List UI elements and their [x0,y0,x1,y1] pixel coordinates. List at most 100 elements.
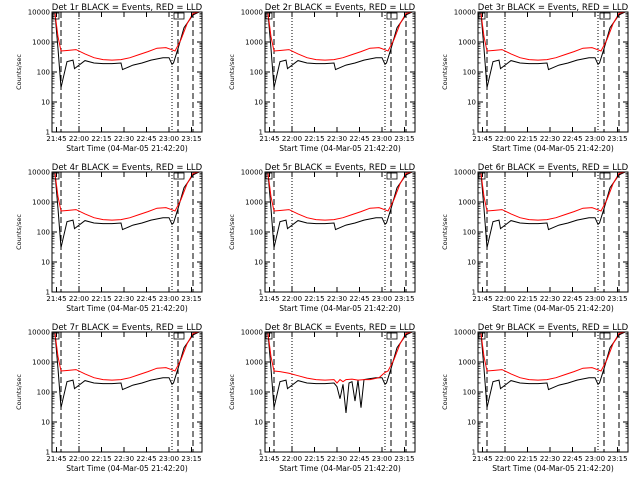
y-tick-label: 10000 [454,169,476,177]
x-tick-label: 21:45 [259,455,279,463]
y-tick-label: 1000 [458,39,476,47]
y-tick-label: 10000 [454,329,476,337]
x-tick-label: 23:00 [585,295,605,303]
series-events [480,172,626,248]
panel-title: Det 6r BLACK = Events, RED = LLD [478,163,629,173]
y-axis-label: Counts/sec [441,54,449,90]
panel-title: Det 4r BLACK = Events, RED = LLD [52,163,203,173]
y-tick-label: 10000 [28,329,50,337]
x-tick-label: 23:15 [394,135,414,143]
x-tick-label: 22:00 [282,455,302,463]
x-tick-label: 23:15 [181,295,201,303]
series-events [267,12,413,88]
y-tick-label: 100 [250,69,263,77]
x-tick-label: 22:00 [495,135,515,143]
y-tick-label: 1 [46,289,50,297]
y-tick-label: 10 [41,259,50,267]
y-tick-label: 10000 [454,9,476,17]
panel-8: Det 8r BLACK = Events, RED = LLD Counts/s… [228,323,416,473]
state-marker-box [386,332,398,340]
series-lld [480,12,626,61]
x-axis-label: Start Time (04-Mar-05 21:42:20) [279,144,401,153]
x-tick-label: 23:15 [181,455,201,463]
y-tick-label: 1000 [32,359,50,367]
series-lld [54,12,200,61]
state-marker-box [173,332,185,340]
x-tick-label: 22:15 [304,455,324,463]
state-marker-box [599,332,611,340]
x-axis-label: Start Time (04-Mar-05 21:42:20) [66,144,188,153]
series-events [267,172,413,248]
x-tick-label: 21:45 [472,455,492,463]
x-tick-label: 23:00 [159,295,179,303]
x-axis-label: Start Time (04-Mar-05 21:42:20) [66,304,188,313]
x-tick-label: 22:45 [562,135,582,143]
panel-title: Det 3r BLACK = Events, RED = LLD [478,3,629,13]
x-tick-label: 22:00 [69,135,89,143]
series-lld [480,172,626,221]
series-events [54,172,200,248]
state-marker-box [173,172,185,180]
panel-title: Det 2r BLACK = Events, RED = LLD [265,3,416,13]
y-tick-label: 1 [472,449,476,457]
y-tick-label: 1000 [245,199,263,207]
x-tick-label: 22:15 [304,295,324,303]
y-tick-label: 10 [467,419,476,427]
y-tick-label: 100 [37,69,50,77]
panel-1: Det 1r BLACK = Events, RED = LLD Counts/s… [15,3,203,153]
x-tick-label: 22:45 [562,455,582,463]
x-tick-label: 23:00 [372,135,392,143]
x-tick-label: 22:30 [327,455,347,463]
y-tick-label: 100 [250,229,263,237]
panel-title: Det 1r BLACK = Events, RED = LLD [52,3,203,13]
y-tick-label: 1 [46,129,50,137]
x-tick-label: 22:45 [136,455,156,463]
y-tick-label: 1 [46,449,50,457]
series-events [267,332,413,414]
x-tick-label: 22:15 [517,295,537,303]
y-tick-label: 1000 [245,39,263,47]
x-tick-label: 22:15 [91,455,111,463]
x-tick-label: 22:30 [327,295,347,303]
panel-2: Det 2r BLACK = Events, RED = LLD Counts/s… [228,3,416,153]
x-tick-label: 22:45 [136,135,156,143]
y-tick-label: 10000 [241,169,263,177]
series-lld [54,172,200,221]
state-marker-box [599,12,611,20]
y-tick-label: 1000 [458,199,476,207]
x-tick-label: 22:15 [91,295,111,303]
x-tick-label: 22:15 [517,455,537,463]
y-tick-label: 1 [259,449,263,457]
panel-4: Det 4r BLACK = Events, RED = LLD Counts/s… [15,163,203,313]
x-tick-label: 23:15 [607,295,627,303]
series-lld [267,172,413,221]
y-tick-label: 10 [41,419,50,427]
y-tick-label: 1 [259,129,263,137]
state-marker-box [173,12,185,20]
y-tick-label: 100 [37,229,50,237]
x-tick-label: 22:45 [136,295,156,303]
x-tick-label: 23:00 [159,455,179,463]
state-marker-box [386,172,398,180]
y-tick-label: 10000 [241,329,263,337]
x-tick-label: 23:15 [607,135,627,143]
panel-title: Det 8r BLACK = Events, RED = LLD [265,323,416,333]
x-tick-label: 22:00 [282,135,302,143]
x-tick-label: 22:00 [495,295,515,303]
x-tick-label: 22:00 [282,295,302,303]
x-tick-label: 22:45 [562,295,582,303]
x-tick-label: 23:00 [585,135,605,143]
y-axis-label: Counts/sec [15,54,23,90]
panel-title: Det 5r BLACK = Events, RED = LLD [265,163,416,173]
y-tick-label: 100 [463,229,476,237]
x-tick-label: 21:45 [46,295,66,303]
y-tick-label: 10000 [28,9,50,17]
y-axis-label: Counts/sec [228,374,236,410]
x-axis-label: Start Time (04-Mar-05 21:42:20) [279,464,401,473]
y-tick-label: 100 [37,389,50,397]
series-events [480,12,626,88]
x-tick-label: 23:00 [159,135,179,143]
x-tick-label: 23:15 [394,455,414,463]
panel-9: Det 9r BLACK = Events, RED = LLD Counts/s… [441,323,629,473]
